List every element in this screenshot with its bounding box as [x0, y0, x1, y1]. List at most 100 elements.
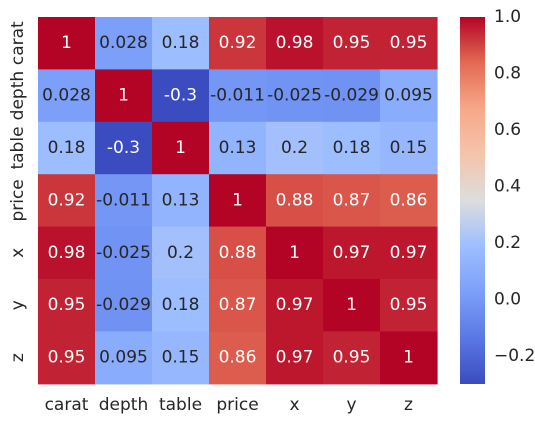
colorbar-tick-label: 0.4	[494, 176, 521, 196]
cell-value-label: 0.95	[390, 295, 428, 315]
cell-value-label: 0.13	[219, 138, 257, 158]
y-tick-label: carat	[8, 21, 28, 65]
y-tick-label: table	[8, 126, 28, 169]
y-tick-label: z	[8, 353, 28, 362]
heatmap-cell	[152, 69, 210, 123]
cell-value-label: 0.18	[162, 33, 200, 53]
cell-value-label: 0.98	[276, 33, 314, 53]
heatmap-cell	[266, 17, 324, 70]
colorbar-tick-label: 0.2	[494, 233, 521, 253]
heatmap-cell	[209, 174, 267, 228]
heatmap-cell	[323, 69, 381, 123]
heatmap-cell	[38, 331, 96, 385]
heatmap-cell	[152, 121, 210, 175]
heatmap-cell	[152, 17, 210, 70]
cell-value-label: 1	[346, 295, 357, 315]
heatmap-cell	[38, 226, 96, 280]
heatmap-cell	[323, 121, 381, 175]
heatmap-cell	[266, 279, 324, 332]
heatmap-cell	[380, 17, 438, 70]
cell-value-label: 0.92	[219, 33, 257, 53]
cell-value-label: 0.2	[167, 243, 194, 263]
cell-value-label: 0.97	[276, 348, 314, 368]
colorbar-tick-label: 0.8	[494, 63, 521, 83]
heatmap-cell	[380, 121, 438, 175]
cell-value-label: 0.028	[42, 86, 91, 106]
cell-value-label: -0.3	[107, 138, 140, 158]
cell-value-label: 0.97	[333, 243, 371, 263]
x-tick-label: z	[404, 395, 413, 415]
cell-value-label: -0.025	[267, 86, 322, 106]
x-tick-label: price	[216, 395, 258, 415]
heatmap-cell	[95, 69, 153, 123]
heatmap-cell	[266, 69, 324, 123]
heatmap-cell	[380, 69, 438, 123]
cell-value-label: 1	[118, 86, 129, 106]
cell-value-label: 1	[175, 138, 186, 158]
cell-value-label: -0.011	[210, 86, 265, 106]
x-tick-label: y	[346, 395, 356, 415]
heatmap-cell	[38, 121, 96, 175]
cell-value-label: -0.029	[324, 86, 379, 106]
colorbar-tick-label: −0.2	[494, 346, 535, 366]
heatmap-cell	[95, 17, 153, 70]
heatmap-cell	[266, 174, 324, 228]
cell-value-label: 1	[61, 33, 72, 53]
cell-value-label: -0.029	[96, 295, 151, 315]
cell-value-label: 0.87	[219, 295, 257, 315]
cell-value-label: 0.92	[48, 190, 86, 210]
heatmap-cell	[38, 69, 96, 123]
heatmap-cell	[209, 17, 267, 70]
colorbar-tick-label: 0.0	[494, 289, 521, 309]
cell-value-label: -0.025	[96, 243, 151, 263]
heatmap-cell	[209, 121, 267, 175]
cell-value-label: 0.18	[48, 138, 86, 158]
cell-value-label: 0.95	[333, 33, 371, 53]
heatmap-cell	[323, 17, 381, 70]
x-tick-label: depth	[99, 395, 148, 415]
heatmap-cells	[38, 17, 438, 385]
cell-value-label: 0.95	[333, 348, 371, 368]
y-tick-label: y	[8, 300, 28, 310]
colorbar-tick-label: 0.6	[494, 120, 521, 140]
cell-value-label: 0.095	[384, 86, 433, 106]
y-axis-tick-labels: carat depth table price x y z	[8, 21, 28, 362]
heatmap-cell	[380, 226, 438, 280]
heatmap-cell	[95, 279, 153, 332]
heatmap-cell	[38, 279, 96, 332]
cell-value-label: 0.95	[390, 33, 428, 53]
heatmap-cell	[38, 174, 96, 228]
cell-annotations: 1 0.028 0.18 0.92 0.98 0.95 0.95 0.028 1 -0.3 -0.0…	[42, 33, 433, 367]
y-tick-label: price	[8, 179, 28, 221]
cell-value-label: 0.86	[219, 348, 257, 368]
heatmap-cell	[152, 331, 210, 385]
heatmap-cell	[266, 226, 324, 280]
cell-value-label: 0.18	[162, 295, 200, 315]
heatmap-cell	[95, 331, 153, 385]
heatmap-cell	[95, 121, 153, 175]
colorbar-tick-label: 1.0	[494, 7, 521, 27]
heatmap-cell	[380, 279, 438, 332]
y-tick-label: x	[8, 248, 28, 258]
cell-value-label: 0.95	[48, 348, 86, 368]
cell-value-label: 0.15	[390, 138, 428, 158]
x-tick-label: x	[289, 395, 299, 415]
heatmap-cell	[152, 174, 210, 228]
heatmap-cell	[209, 226, 267, 280]
heatmap-cell	[323, 279, 381, 332]
heatmap-cell	[323, 331, 381, 385]
heatmap-cell	[152, 279, 210, 332]
cell-value-label: 0.88	[219, 243, 257, 263]
x-axis-tick-labels: carat depth table price x y z	[45, 395, 413, 415]
cell-value-label: 0.095	[99, 348, 148, 368]
colorbar	[460, 17, 485, 384]
heatmap-cell	[266, 121, 324, 175]
heatmap-cell	[323, 226, 381, 280]
cell-value-label: 0.13	[162, 190, 200, 210]
cell-value-label: 0.88	[276, 190, 314, 210]
cell-value-label: 0.028	[99, 33, 148, 53]
cell-value-label: 0.2	[281, 138, 308, 158]
heatmap-cell	[209, 69, 267, 123]
heatmap-cell	[209, 279, 267, 332]
